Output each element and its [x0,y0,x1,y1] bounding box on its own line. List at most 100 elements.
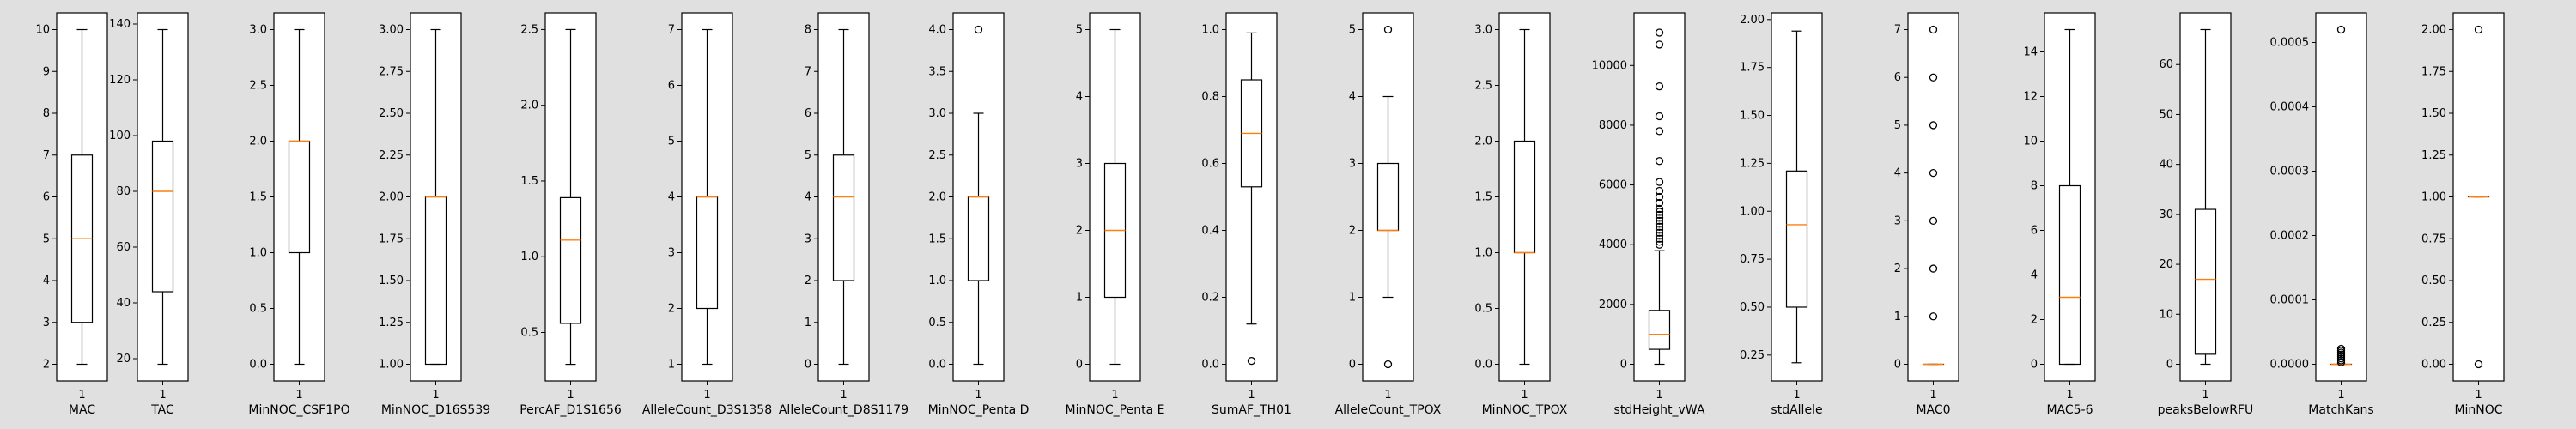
y-tick-label: 0.25 [1740,349,1765,362]
outlier-point [2336,25,2346,34]
outlier-point [1655,234,1664,243]
x-axis-label: MAC0 [1916,403,1950,417]
y-tick-label: 6 [805,107,811,120]
box-iqr [2058,184,2081,366]
subplot-14: 0.25 0.50 0.75 1.00 1.25 1.50 1.75 2.00 1stdAlle… [1740,12,1823,417]
y-tick-label: 2.0 [1474,136,1492,148]
y-tick-label: 1 [1894,311,1901,323]
y-tick-label: 7 [43,149,50,162]
x-axis-label: SumAF_TH01 [1212,403,1291,417]
y-tick-label: 3.0 [928,107,946,120]
outlier-point [1655,186,1664,196]
y-tick-label: 0 [805,359,811,372]
x-axis-label: MatchKans [2308,403,2373,417]
x-axis-label: AlleleCount_TPOX [1335,403,1442,417]
y-tick-label: 3.00 [379,24,404,37]
x-tick-label: 1 [2337,389,2344,402]
y-tick-label: 3.5 [928,65,946,78]
subplot-19: 0.00 0.25 0.50 0.75 1.00 1.25 1.50 1.75 2.00 1Min… [2421,12,2505,417]
y-tick-label: 2.0 [928,191,946,204]
x-axis-label: AlleleCount_D3S1358 [642,403,772,417]
y-tick-label: 50 [2159,108,2173,121]
y-tick-label: 4 [1894,167,1901,180]
y-tick-label: 0.5 [249,303,267,316]
x-tick-label: 1 [567,389,574,402]
outlier-point [1655,178,1664,186]
y-tick-label: 6000 [1599,179,1627,192]
y-tick-label: 10000 [1592,59,1627,72]
y-tick-label: 3.0 [1474,24,1492,37]
y-tick-label: 1.5 [928,233,946,245]
y-tick-label: 20 [2159,258,2173,271]
outlier-point [1655,232,1664,240]
y-tick-label: 60 [116,241,131,254]
y-tick-label: 0 [2166,359,2173,372]
outlier-point [1655,40,1664,49]
y-tick-label: 2.25 [379,149,404,162]
x-axis-label: peaksBelowRFU [2158,403,2254,417]
y-tick-label: 1.75 [2421,65,2446,78]
y-tick-label: 140 [109,18,131,31]
outlier-point [1383,360,1393,369]
y-tick-label: 0.0 [249,359,267,372]
y-tick-label: 0.25 [2421,317,2446,329]
y-tick-label: 4 [43,275,50,287]
outlier-point [1655,28,1664,37]
outlier-point [1929,73,1938,82]
x-axis-label: MAC [69,403,95,417]
x-tick-label: 1 [432,389,439,402]
y-tick-label: 10 [2159,308,2173,321]
y-tick-label: 2.5 [1474,80,1492,93]
y-tick-label: 1.0 [1474,247,1492,260]
y-tick-label: 1.0 [520,251,538,263]
y-tick-label: 80 [116,185,131,198]
x-tick-label: 1 [1656,389,1662,402]
y-tick-label: 0.0002 [2270,230,2310,243]
y-tick-label: 7 [668,24,675,37]
y-tick-label: 4 [668,191,675,204]
y-tick-label: 2 [2031,314,2038,327]
y-tick-label: 2 [1894,263,1901,275]
y-tick-label: 6 [2031,225,2038,238]
y-tick-label: 4 [1076,91,1083,104]
y-tick-label: 4 [805,191,811,204]
x-axis-label: MAC5-6 [2046,403,2093,417]
y-tick-label: 8 [43,107,50,120]
y-tick-label: 1 [805,317,811,329]
outlier-point [1929,264,1938,273]
outlier-point [1655,127,1664,136]
y-tick-label: 5 [1349,24,1356,37]
y-tick-label: 5 [805,149,811,162]
x-axis-label: stdHeight_vWA [1614,403,1705,417]
y-tick-label: 2.00 [379,191,404,204]
x-axis-label: MinNOC_CSF1PO [248,403,349,417]
y-tick-label: 2.0 [520,100,538,112]
y-tick-label: 2.5 [928,149,946,162]
outlier-point [1655,210,1664,220]
y-tick-label: 10 [2023,136,2038,148]
x-tick-label: 1 [1248,389,1255,402]
x-axis-label: TAC [150,403,174,417]
x-axis-label: MinNOC_Penta D [928,403,1030,417]
outlier-point [1655,226,1664,234]
y-tick-label: 2.5 [249,80,267,93]
y-tick-label: 2 [805,275,811,287]
y-tick-label: 8 [805,24,811,37]
y-tick-label: 0.5 [928,317,946,329]
x-tick-label: 1 [1793,389,1800,402]
x-tick-label: 1 [1384,389,1391,402]
y-tick-label: 12 [2023,91,2038,104]
outlier-point [1655,238,1664,246]
y-tick-label: 10 [35,24,50,37]
x-tick-label: 1 [1111,389,1118,402]
y-tick-label: 2.00 [1740,14,1765,27]
